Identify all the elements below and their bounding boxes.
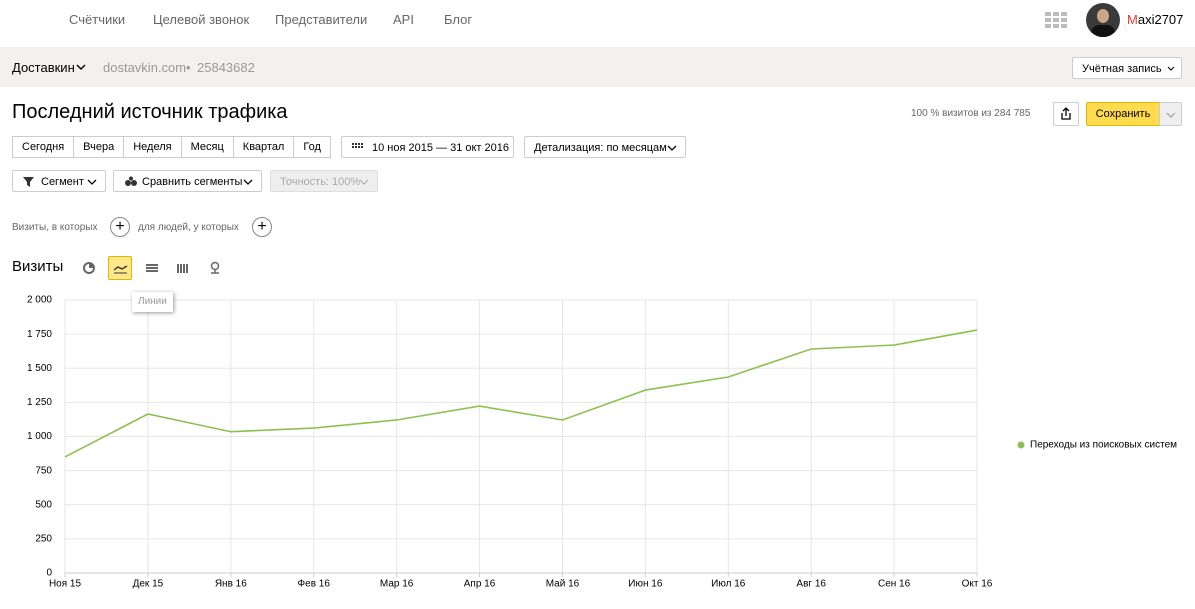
counter-id: 25843682 — [197, 60, 255, 75]
y-tick-label: 1 250 — [27, 397, 52, 408]
export-button[interactable] — [1053, 102, 1079, 126]
legend-label: Переходы из поисковых систем — [1030, 440, 1177, 451]
x-tick-label: Мар 16 — [380, 579, 414, 590]
detail-button[interactable]: Детализация: по месяцам — [524, 136, 686, 158]
accuracy-label: Точность: 100% — [280, 176, 361, 188]
map-icon[interactable] — [203, 256, 227, 280]
counter-bar — [0, 47, 1195, 87]
chevron — [1167, 66, 1175, 71]
pie-icon[interactable] — [77, 256, 101, 280]
export-icon — [1061, 107, 1071, 120]
filter-people: для людей, у которых — [138, 222, 239, 233]
period-button[interactable]: Неделя — [124, 136, 182, 158]
x-tick-label: Июл 16 — [711, 579, 746, 590]
counter-domain: dostavkin.com — [103, 60, 187, 75]
calendar-icon — [352, 143, 363, 148]
y-tick-label: 750 — [35, 465, 52, 476]
period-button[interactable]: Год — [294, 136, 331, 158]
save-button[interactable]: Сохранить — [1086, 102, 1160, 126]
metric-title: Визиты — [12, 258, 64, 275]
segment-label: Сегмент — [41, 176, 84, 188]
legend-marker — [1017, 441, 1025, 449]
sample-info: 100 % визитов из 284 785 — [911, 108, 1031, 119]
x-tick-label: Май 16 — [546, 579, 580, 590]
chevron — [243, 179, 253, 185]
period-group: Сегодня Вчера Неделя Месяц Квартал Год — [12, 136, 331, 158]
separator: • — [186, 60, 191, 75]
x-tick-label: Авг 16 — [796, 579, 826, 590]
compare-icon — [125, 176, 137, 186]
y-tick-label: 2 000 — [27, 295, 52, 306]
compare-button[interactable]: Сравнить сегменты — [113, 170, 262, 192]
nav-item[interactable]: Целевой звонок — [153, 12, 250, 27]
x-tick-label: Июн 16 — [628, 579, 663, 590]
detail-label: Детализация: по месяцам — [534, 142, 667, 154]
account-button[interactable]: Учётная запись — [1072, 57, 1182, 79]
chevron — [87, 179, 97, 185]
counter-name[interactable]: Доставкин — [12, 60, 75, 75]
page-title: Последний источник трафика — [12, 101, 288, 123]
x-tick-label: Янв 16 — [215, 579, 247, 590]
date-range: 10 ноя 2015 — 31 окт 2016 — [372, 142, 509, 154]
nav-item[interactable]: Представители — [275, 12, 368, 27]
y-tick-label: 1 000 — [27, 431, 52, 442]
save-label: Сохранить — [1095, 108, 1151, 120]
line-icon[interactable] — [108, 256, 132, 280]
user-name[interactable]: Maxi2707 — [1127, 12, 1184, 27]
y-tick-label: 1 500 — [27, 363, 52, 374]
date-range-button[interactable]: 10 ноя 2015 — 31 окт 2016 — [341, 136, 514, 158]
add-visit-filter[interactable]: + — [110, 217, 130, 237]
chevron — [76, 64, 86, 70]
nav-item[interactable]: Счётчики — [69, 12, 126, 27]
save-menu[interactable] — [1159, 102, 1182, 126]
period-button[interactable]: Сегодня — [12, 136, 75, 158]
accuracy-button: Точность: 100% — [270, 170, 378, 192]
segment-button[interactable]: Сегмент — [12, 170, 106, 192]
add-people-filter[interactable]: + — [252, 217, 272, 237]
y-tick-label: 0 — [46, 568, 52, 579]
y-tick-label: 250 — [35, 534, 52, 545]
apps-icon[interactable] — [1045, 12, 1067, 28]
x-tick-label: Фев 16 — [298, 579, 331, 590]
period-button[interactable]: Квартал — [233, 136, 295, 158]
bar-icon[interactable] — [171, 256, 195, 280]
y-tick-label: 1 750 — [27, 329, 52, 340]
chevron — [1166, 112, 1176, 118]
chevron — [359, 179, 369, 185]
area-icon[interactable] — [140, 256, 164, 280]
x-tick-label: Сен 16 — [878, 579, 911, 590]
period-button[interactable]: Вчера — [74, 136, 125, 158]
series-line — [64, 329, 978, 458]
tooltip: Линии — [132, 292, 173, 312]
y-tick-label: 500 — [35, 499, 52, 510]
x-tick-label: Апр 16 — [464, 579, 496, 590]
x-tick-label: Дек 15 — [133, 579, 164, 590]
filter-icon — [23, 177, 34, 187]
x-tick-label: Окт 16 — [962, 579, 993, 590]
nav-item[interactable]: API — [393, 12, 414, 27]
nav-item[interactable]: Блог — [444, 12, 473, 27]
chevron — [667, 145, 677, 151]
avatar[interactable] — [1086, 3, 1120, 37]
chart: 0 250 500 750 1 000 1 250 1 500 1 750 2 000 Ноя 1… — [27, 295, 1177, 590]
x-tick-label: Ноя 15 — [49, 579, 82, 590]
tooltip-text: Линии — [138, 296, 167, 307]
compare-label: Сравнить сегменты — [142, 176, 243, 188]
filter-visits: Визиты, в которых — [12, 222, 98, 233]
account-label: Учётная запись — [1082, 63, 1162, 75]
period-button[interactable]: Месяц — [181, 136, 234, 158]
